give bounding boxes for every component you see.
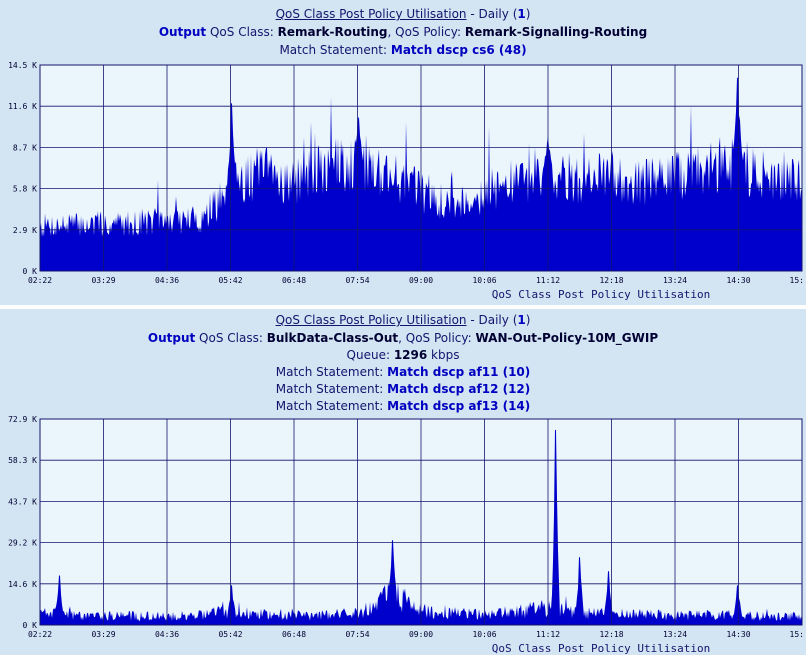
chart-1-count: 1 (517, 7, 526, 21)
chart-2-match-value-3: Match dscp af13 (14) (387, 399, 531, 413)
chart-2-plot: 0 K 14.6 K 29.2 K 43.7 K 58.3 K 72.9 K 02:22 03… (8, 415, 804, 655)
chart-2-title-link[interactable]: QoS Class Post Policy Utilisation (275, 313, 467, 327)
chart-2-class-line: Output QoS Class: BulkData-Class-Out, Qo… (0, 330, 806, 347)
y-tick-label: 14.6 K (8, 580, 37, 589)
x-tick-label: 02:22 (28, 276, 52, 285)
x-tick-label: 13:24 (663, 276, 687, 285)
x-tick-label: 12:18 (599, 630, 623, 639)
y-tick-label: 29.2 K (8, 539, 37, 548)
y-tick-label: 5.8 K (13, 185, 37, 194)
chart-2-match-line-1: Match Statement: Match dscp af11 (10) (0, 364, 806, 381)
chart-1-title-line: QoS Class Post Policy Utilisation - Dail… (275, 7, 531, 21)
x-tick-label: 15: (790, 276, 804, 285)
chart-1-policy-name: Remark-Signalling-Routing (464, 25, 648, 39)
y-tick-label: 11.6 K (8, 102, 37, 111)
y-tick-label: 0 K (23, 621, 38, 630)
chart-2-match-label-2: Match Statement: (275, 382, 388, 396)
chart-1-title-link[interactable]: QoS Class Post Policy Utilisation (275, 7, 467, 21)
chart-1-class-label: QoS Class: (206, 25, 278, 39)
chart-2-period-sep: - (466, 313, 479, 327)
chart-2-match-value-1: Match dscp af11 (10) (387, 365, 531, 379)
chart-1-class-line: Output QoS Class: Remark-Routing, QoS Po… (0, 24, 806, 41)
x-tick-label: 10:06 (472, 276, 496, 285)
chart-2-policy-label: , QoS Policy: (398, 331, 476, 345)
chart-2-match-label-3: Match Statement: (275, 399, 388, 413)
x-tick-label: 03:29 (91, 630, 115, 639)
chart-2-class-label: QoS Class: (195, 331, 267, 345)
y-tick-label: 58.3 K (8, 456, 37, 465)
chart-2-match-line-2: Match Statement: Match dscp af12 (12) (0, 381, 806, 398)
chart-1-match-label: Match Statement: (279, 43, 391, 57)
x-tick-label: 05:42 (218, 276, 242, 285)
x-tick-label: 04:36 (155, 630, 179, 639)
x-tick-label: 06:48 (282, 276, 306, 285)
y-tick-label: 72.9 K (8, 415, 37, 424)
x-tick-label: 09:00 (409, 630, 433, 639)
x-axis-title: QoS Class Post Policy Utilisation (492, 288, 711, 301)
plot-border (39, 418, 803, 626)
x-tick-label: 09:00 (409, 276, 433, 285)
x-tick-label: 03:29 (91, 276, 115, 285)
y-tick-label: 2.9 K (13, 226, 37, 235)
x-tick-label: 14:30 (726, 630, 750, 639)
x-tick-label: 14:30 (726, 276, 750, 285)
x-axis-title: QoS Class Post Policy Utilisation (492, 642, 711, 655)
chart-1-policy-label: , QoS Policy: (387, 25, 465, 39)
x-tick-label: 04:36 (155, 276, 179, 285)
chart-1-match-line-1: Match Statement: Match dscp cs6 (48) (0, 42, 806, 59)
chart-1-period: Daily (478, 7, 509, 21)
plot-border (39, 64, 803, 272)
chart-1-match-value: Match dscp cs6 (48) (390, 43, 527, 57)
x-tick-label: 06:48 (282, 630, 306, 639)
x-tick-label: 15: (790, 630, 804, 639)
chart-2-direction: Output (147, 331, 196, 345)
x-tick-label: 07:54 (345, 276, 369, 285)
x-tick-label: 05:42 (218, 630, 242, 639)
x-tick-label: 11:12 (536, 276, 560, 285)
chart-2-class-name: BulkData-Class-Out (266, 331, 399, 345)
chart-1-period-sep: - (466, 7, 479, 21)
chart-2-period: Daily (478, 313, 509, 327)
x-tick-label: 12:18 (599, 276, 623, 285)
chart-1-class-name: Remark-Routing (277, 25, 388, 39)
chart-panel-1: QoS Class Post Policy Utilisation - Dail… (0, 0, 806, 305)
chart-2-policy-name: WAN-Out-Policy-10M_GWIP (475, 331, 659, 345)
chart-2-match-value-2: Match dscp af12 (12) (387, 382, 531, 396)
chart-1-direction: Output (158, 25, 207, 39)
y-tick-label: 43.7 K (8, 497, 37, 506)
chart-1-plot: 0 K 2.9 K 5.8 K 8.7 K 11.6 K 14.5 K 02:22 03:29… (8, 61, 804, 301)
y-tick-label: 14.5 K (8, 61, 37, 70)
x-tick-label: 07:54 (345, 630, 369, 639)
chart-2-queue-unit: kbps (427, 348, 460, 362)
chart-2-count: 1 (517, 313, 526, 327)
x-tick-label: 13:24 (663, 630, 687, 639)
chart-2-queue-line: Queue: 1296 kbps (0, 347, 806, 364)
chart-panel-2: QoS Class Post Policy Utilisation - Dail… (0, 307, 806, 655)
chart-2-queue-value: 1296 (393, 348, 428, 362)
chart-2-queue-label: Queue: (346, 348, 394, 362)
chart-2-match-line-3: Match Statement: Match dscp af13 (14) (0, 398, 806, 415)
x-tick-label: 11:12 (536, 630, 560, 639)
y-tick-label: 8.7 K (13, 143, 37, 152)
chart-2-match-label-1: Match Statement: (275, 365, 388, 379)
x-tick-label: 10:06 (472, 630, 496, 639)
x-tick-label: 02:22 (28, 630, 52, 639)
y-tick-label: 0 K (23, 267, 38, 276)
chart-2-title-line: QoS Class Post Policy Utilisation - Dail… (275, 313, 531, 327)
